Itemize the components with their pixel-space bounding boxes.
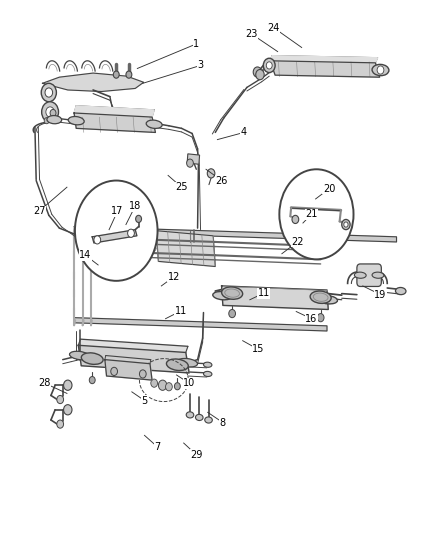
Circle shape — [165, 383, 172, 391]
Polygon shape — [78, 339, 187, 352]
Text: 17: 17 — [111, 206, 124, 216]
Circle shape — [317, 313, 323, 322]
Polygon shape — [74, 227, 396, 242]
Text: 23: 23 — [244, 29, 257, 39]
Circle shape — [94, 236, 100, 244]
Text: 7: 7 — [154, 442, 160, 451]
Circle shape — [64, 405, 72, 415]
Ellipse shape — [69, 351, 89, 360]
Circle shape — [135, 215, 141, 222]
Text: 24: 24 — [267, 22, 279, 33]
Text: 8: 8 — [219, 417, 226, 427]
Circle shape — [158, 380, 166, 390]
Circle shape — [186, 159, 193, 167]
Circle shape — [126, 71, 131, 78]
Circle shape — [127, 229, 134, 237]
Ellipse shape — [212, 292, 232, 300]
Text: 12: 12 — [167, 272, 180, 282]
Text: 4: 4 — [240, 127, 247, 138]
Ellipse shape — [203, 372, 212, 376]
Circle shape — [151, 379, 157, 387]
Circle shape — [44, 118, 49, 124]
Circle shape — [42, 102, 58, 122]
Circle shape — [255, 69, 264, 80]
Ellipse shape — [166, 359, 188, 370]
Polygon shape — [269, 55, 377, 63]
Circle shape — [113, 71, 119, 78]
Ellipse shape — [353, 272, 365, 278]
Text: 10: 10 — [183, 378, 195, 388]
Circle shape — [343, 222, 347, 227]
Ellipse shape — [204, 417, 212, 423]
Polygon shape — [74, 318, 326, 331]
Polygon shape — [269, 61, 379, 77]
Ellipse shape — [203, 362, 212, 367]
Polygon shape — [221, 286, 328, 310]
Circle shape — [89, 376, 95, 384]
Circle shape — [341, 220, 350, 230]
Text: 3: 3 — [197, 60, 203, 70]
Circle shape — [291, 215, 298, 223]
Polygon shape — [74, 113, 155, 132]
Text: 19: 19 — [374, 289, 386, 300]
Circle shape — [64, 380, 72, 390]
Circle shape — [75, 181, 157, 281]
Circle shape — [50, 109, 56, 117]
Ellipse shape — [221, 287, 242, 300]
Circle shape — [279, 169, 353, 260]
Text: 20: 20 — [322, 184, 335, 193]
Text: 18: 18 — [129, 201, 141, 211]
Ellipse shape — [68, 117, 84, 125]
Ellipse shape — [47, 116, 61, 124]
Text: 16: 16 — [304, 314, 317, 324]
Ellipse shape — [309, 291, 330, 303]
Circle shape — [376, 66, 383, 74]
Text: 27: 27 — [33, 206, 45, 216]
Polygon shape — [92, 230, 137, 243]
Text: 22: 22 — [290, 237, 303, 247]
Text: 28: 28 — [39, 378, 51, 388]
FancyBboxPatch shape — [356, 264, 381, 286]
Ellipse shape — [371, 64, 388, 76]
Ellipse shape — [318, 296, 337, 304]
Ellipse shape — [195, 414, 203, 421]
Text: 1: 1 — [193, 39, 199, 49]
Text: 26: 26 — [215, 175, 227, 185]
Circle shape — [253, 67, 261, 77]
Text: 11: 11 — [257, 288, 269, 298]
Ellipse shape — [395, 287, 405, 295]
Circle shape — [263, 58, 275, 72]
Circle shape — [207, 169, 214, 178]
Text: 11: 11 — [174, 306, 187, 316]
Text: 15: 15 — [251, 344, 264, 354]
Circle shape — [45, 88, 53, 97]
Polygon shape — [42, 73, 143, 92]
Circle shape — [110, 367, 117, 375]
Text: 25: 25 — [175, 182, 187, 192]
Circle shape — [228, 310, 235, 318]
Text: 5: 5 — [141, 395, 147, 406]
Text: 21: 21 — [304, 209, 317, 219]
Text: 29: 29 — [190, 450, 202, 460]
Ellipse shape — [177, 358, 197, 367]
Circle shape — [57, 395, 64, 403]
Circle shape — [46, 107, 54, 117]
Circle shape — [174, 383, 180, 390]
Circle shape — [57, 420, 64, 428]
Ellipse shape — [146, 120, 162, 128]
Circle shape — [266, 62, 272, 69]
Polygon shape — [156, 231, 215, 266]
Bar — [187, 154, 199, 164]
Ellipse shape — [81, 353, 103, 365]
Ellipse shape — [186, 412, 193, 418]
Polygon shape — [105, 360, 152, 380]
Text: 14: 14 — [79, 250, 92, 260]
Polygon shape — [78, 345, 189, 373]
Circle shape — [41, 83, 56, 102]
Circle shape — [139, 370, 146, 378]
Ellipse shape — [371, 272, 383, 278]
Polygon shape — [74, 106, 154, 117]
